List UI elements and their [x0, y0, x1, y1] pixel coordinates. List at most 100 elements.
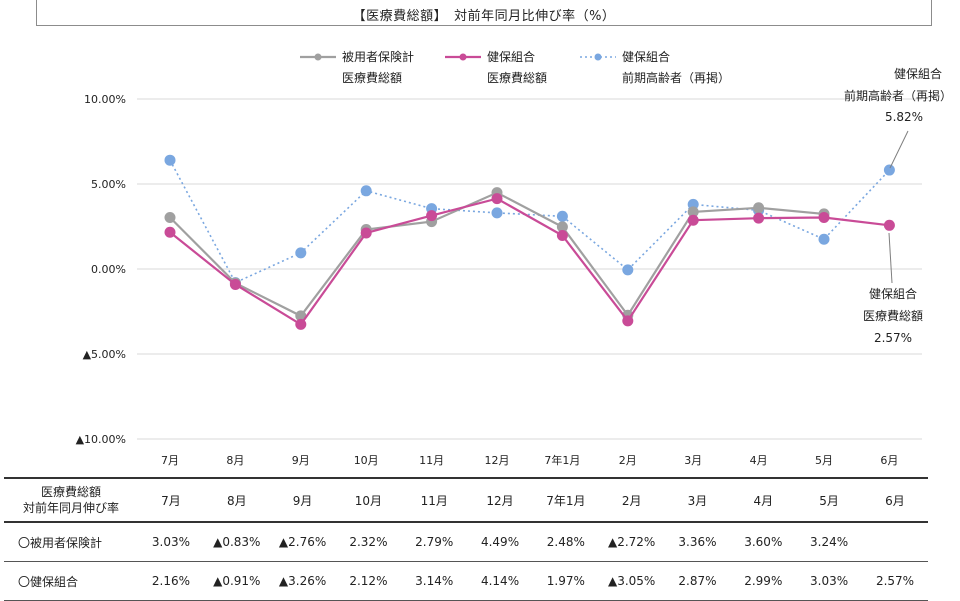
table-header-cell: 10月 — [335, 477, 402, 523]
series-point — [556, 230, 568, 242]
series-line — [169, 159, 890, 284]
table-cell: 2.79% — [401, 522, 468, 562]
table-cell: 3.14% — [401, 561, 468, 601]
series-point — [164, 226, 176, 238]
annotation-label: 健保組合 — [869, 286, 917, 301]
chart-title-box: 【医療費総額】 対前年同月比伸び率（%） — [36, 0, 932, 26]
legend-label: 医療費総額 — [342, 70, 402, 85]
table-row-label: 〇被用者保険計 — [4, 522, 139, 562]
x-tick-label: 5月 — [815, 454, 833, 467]
table-row: 〇被用者保険計 3.03% ▲0.83% ▲2.76% 2.32% 2.79% 4.49% 2… — [4, 522, 928, 562]
legend-swatch-marker — [594, 53, 602, 61]
table-header-cell: 9月 — [269, 477, 336, 523]
table-cell: ▲2.72% — [598, 522, 665, 562]
table-header-row: 医療費総額 対前年同月伸び率 7月 8月 9月 10月 11月 12月 7年1月 2月 3月 4月… — [4, 477, 928, 523]
series-point — [818, 233, 830, 245]
table-header-cell: 8月 — [203, 477, 270, 523]
table-header-cell: 5月 — [796, 477, 862, 523]
table-cell: 3.60% — [730, 522, 797, 562]
series-point — [360, 185, 372, 197]
x-tick-label: 2月 — [619, 454, 637, 467]
table-cell: 2.32% — [335, 522, 402, 562]
table-cell: 2.99% — [730, 561, 797, 601]
legend-label: 被用者保険計 — [342, 49, 414, 64]
table-cell: ▲3.05% — [598, 561, 665, 601]
annotation-label: 5.82% — [885, 110, 923, 124]
table-header-cell: 2月 — [598, 477, 665, 523]
series-point — [622, 315, 634, 327]
table-header-cell: 3月 — [664, 477, 731, 523]
annotation-label: 医療費総額 — [863, 308, 923, 323]
series-point — [164, 211, 176, 223]
table-cell: 2.16% — [138, 561, 204, 601]
series-point — [622, 264, 634, 276]
y-tick-label: ▲5.00% — [83, 348, 126, 361]
table-row-label: 〇健保組合 — [4, 561, 139, 601]
x-tick-label: 9月 — [292, 454, 310, 467]
table-header-label-line1: 医療費総額 — [41, 485, 102, 499]
table-cell: ▲2.76% — [269, 522, 336, 562]
y-tick-label: 0.00% — [91, 263, 126, 276]
series-point — [556, 221, 568, 233]
x-tick-label: 8月 — [226, 454, 244, 467]
legend-label: 健保組合 — [487, 49, 535, 64]
x-tick-label: 12月 — [485, 454, 510, 467]
table-cell: 2.48% — [532, 522, 599, 562]
line-chart: 10.00% 5.00% 0.00% ▲5.00% ▲10.00% 7月 8月 9月 10月 11… — [76, 49, 952, 467]
legend-swatch-marker — [314, 53, 322, 61]
x-tick-label: 7月 — [161, 454, 179, 467]
series-point — [687, 214, 699, 226]
series-line — [169, 197, 890, 326]
table-header-cell: 7年1月 — [532, 477, 599, 523]
table-cell: ▲0.91% — [203, 561, 270, 601]
series-point — [360, 227, 372, 239]
table-header-cell: 4月 — [730, 477, 797, 523]
annotation-leader — [889, 130, 909, 169]
table-cell: 4.14% — [467, 561, 533, 601]
table-cell: 4.49% — [467, 522, 533, 562]
table-header-cell: 6月 — [862, 477, 928, 523]
series-point — [426, 210, 438, 222]
series-point — [753, 212, 765, 224]
y-tick-label: 5.00% — [91, 178, 126, 191]
series-point — [229, 278, 241, 290]
table-cell: 2.57% — [862, 561, 928, 601]
chart-title: 【医療費総額】 対前年同月比伸び率（%） — [352, 9, 616, 24]
table-header-cell: 12月 — [467, 477, 533, 523]
series-point — [295, 247, 307, 259]
table-cell: 2.12% — [335, 561, 402, 601]
table-cell: 3.36% — [664, 522, 731, 562]
annotation-label: 前期高齢者（再掲） — [844, 88, 952, 103]
series-point — [491, 207, 503, 219]
series-point — [295, 318, 307, 330]
series-point — [295, 310, 307, 322]
table-cell: 3.24% — [796, 522, 862, 562]
data-table: 医療費総額 対前年同月伸び率 7月 8月 9月 10月 11月 12月 7年1月 2月 3月 4月… — [4, 477, 928, 601]
table-header-cell: 7月 — [138, 477, 204, 523]
legend-label: 医療費総額 — [487, 70, 547, 85]
annotation-label: 2.57% — [874, 331, 912, 345]
table-cell: ▲3.26% — [269, 561, 336, 601]
series-point — [491, 193, 503, 205]
table-header-cell: 11月 — [401, 477, 468, 523]
y-tick-label: 10.00% — [84, 93, 126, 106]
series-point — [753, 202, 765, 214]
series-point — [687, 206, 699, 218]
x-tick-label: 10月 — [354, 454, 379, 467]
table-row: 〇健保組合 2.16% ▲0.91% ▲3.26% 2.12% 3.14% 4.14% 1.9… — [4, 561, 928, 601]
annotation-label: 健保組合 — [894, 66, 942, 81]
legend-label: 健保組合 — [622, 49, 670, 64]
table-cell: 1.97% — [532, 561, 599, 601]
series-point — [556, 210, 568, 222]
table-cell: 2.87% — [664, 561, 731, 601]
x-tick-label: 7年1月 — [544, 453, 580, 467]
table-cell: 3.03% — [796, 561, 862, 601]
table-cell: 3.03% — [138, 522, 204, 562]
y-tick-label: ▲10.00% — [76, 433, 126, 446]
table-header-label-line2: 対前年同月伸び率 — [23, 501, 120, 515]
series-point — [164, 154, 176, 166]
series-point — [883, 164, 895, 176]
legend-swatch-marker — [459, 53, 467, 61]
x-tick-label: 6月 — [880, 454, 898, 467]
annotation-leader — [888, 232, 893, 284]
